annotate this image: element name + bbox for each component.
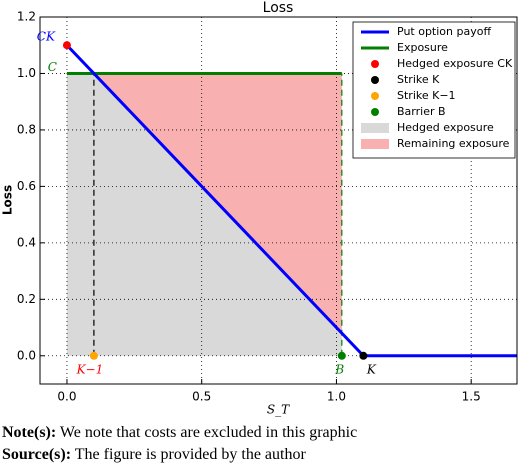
source-label: Source(s):: [2, 446, 72, 463]
legend-label: Hedged exposure CK: [397, 57, 513, 70]
x-axis-label: S_T: [267, 403, 290, 417]
plot-frame: [39, 16, 518, 385]
point: [359, 351, 368, 360]
legend-label: Strike K: [397, 73, 440, 86]
y-tick-label: 0.4: [17, 235, 36, 249]
y-tick-label: 1.0: [17, 66, 36, 80]
point: [337, 351, 346, 360]
chart-title: Loss: [263, 0, 294, 16]
x-tick-label: 1.0: [327, 390, 346, 404]
legend-marker: [371, 108, 379, 116]
note-text: We note that costs are excluded in this …: [59, 424, 358, 441]
legend-label: Exposure: [397, 41, 448, 54]
x-tick-label: 0.0: [57, 390, 76, 404]
y-tick-label: 0.6: [17, 179, 36, 193]
y-tick-label: 0.0: [17, 348, 36, 362]
y-axis-label: Loss: [1, 185, 15, 215]
area: [66, 73, 342, 356]
legend-marker: [371, 60, 379, 68]
chart: Loss S_T Loss 0.0 0.5 1.0 1.5 0.0 0.2 0.4 0.6 0.…: [1, 0, 518, 417]
source: Source(s): The figure is provided by the…: [2, 446, 306, 464]
x-tick-label: 1.5: [462, 390, 481, 404]
note-label: Note(s):: [2, 424, 57, 441]
legend-frame: [352, 21, 516, 159]
legend-label: Hedged exposure: [397, 121, 494, 134]
legend-label: Barrier B: [397, 105, 446, 118]
annotation: B: [334, 362, 344, 376]
point: [89, 351, 98, 360]
annotation: K: [366, 362, 377, 376]
legend-label: Remaining exposure: [397, 137, 510, 150]
y-tick-label: 0.2: [17, 292, 36, 306]
annotation: K−1: [76, 362, 104, 376]
legend-label: Put option payoff: [397, 25, 491, 38]
annotation: CK: [37, 30, 56, 44]
x-tick-label: 0.5: [192, 390, 211, 404]
legend-marker: [371, 92, 379, 100]
legend-patch: [361, 123, 389, 133]
legend-patch: [361, 139, 389, 149]
source-text: The figure is provided by the author: [74, 446, 306, 463]
annotation: C: [48, 60, 57, 74]
y-tick-label: 0.8: [17, 122, 36, 136]
legend-label: Strike K−1: [397, 89, 456, 102]
legend-marker: [371, 76, 379, 84]
note: Note(s): We note that costs are excluded…: [2, 424, 357, 442]
y-tick-label: 1.2: [17, 10, 36, 24]
point: [62, 41, 71, 50]
